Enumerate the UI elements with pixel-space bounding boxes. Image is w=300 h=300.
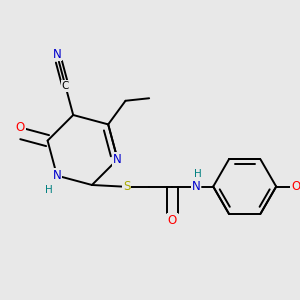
Text: N: N [52,169,61,182]
Text: S: S [123,180,130,193]
Text: N: N [191,180,200,193]
Text: O: O [168,214,177,227]
Text: O: O [16,121,25,134]
Text: N: N [52,48,61,61]
Text: O: O [291,180,300,193]
Text: N: N [113,153,122,166]
Text: H: H [194,169,201,179]
Text: C: C [62,81,69,91]
Text: H: H [45,185,53,195]
